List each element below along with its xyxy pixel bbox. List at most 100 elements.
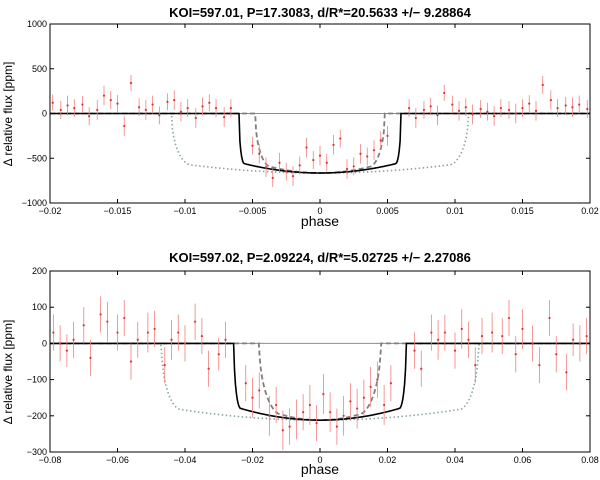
model-curve-solid xyxy=(50,112,590,174)
data-point xyxy=(325,153,328,172)
data-point xyxy=(467,321,470,358)
data-point xyxy=(183,325,187,362)
data-point xyxy=(59,325,62,362)
plot-frame xyxy=(49,23,591,204)
data-point xyxy=(453,332,457,369)
data-point xyxy=(194,108,197,128)
data-point xyxy=(491,312,494,353)
x-axis-label: phase xyxy=(301,461,339,477)
y-tick-label: −200 xyxy=(27,411,47,421)
data-point xyxy=(72,321,75,358)
data-point xyxy=(528,95,531,113)
data-point xyxy=(578,95,581,114)
data-point xyxy=(471,104,474,125)
data-point xyxy=(177,314,180,351)
data-point xyxy=(194,303,197,340)
data-point xyxy=(555,336,558,373)
data-point xyxy=(73,99,76,118)
data-point xyxy=(372,140,376,161)
data-point xyxy=(586,100,589,118)
data-point xyxy=(102,85,106,106)
data-point xyxy=(229,99,232,118)
y-tick-label: −500 xyxy=(27,153,47,163)
data-point xyxy=(531,325,534,362)
panel-koi-597-01: KOI=597.01, P=17.3083, d/R*=20.5633 +/− … xyxy=(1,5,599,229)
data-point xyxy=(258,143,261,164)
y-tick-label: 1000 xyxy=(27,19,47,29)
data-point xyxy=(538,347,541,384)
data-point xyxy=(414,108,417,128)
data-point xyxy=(345,159,349,179)
x-tick-label: −0.04 xyxy=(174,455,197,465)
data-point xyxy=(138,98,141,117)
y-tick-label: −100 xyxy=(27,375,47,385)
plot-frame xyxy=(49,270,591,453)
data-point xyxy=(89,339,92,376)
x-tick-label: −0.01 xyxy=(174,206,197,216)
data-point xyxy=(116,314,119,351)
panel-koi-597-02: KOI=597.02, P=2.09224, d/R*=5.02725 +/− … xyxy=(1,250,599,477)
y-tick-label: 0 xyxy=(42,109,47,119)
data-point xyxy=(264,157,268,178)
data-point xyxy=(288,408,291,445)
data-point xyxy=(352,157,355,176)
x-tick-label: 0.01 xyxy=(446,206,464,216)
x-axis-label: phase xyxy=(301,213,339,229)
data-point xyxy=(146,312,149,353)
data-point xyxy=(116,95,119,113)
data-point xyxy=(186,99,189,118)
data-point xyxy=(521,309,524,349)
data-point xyxy=(308,385,311,425)
data-point xyxy=(173,90,176,110)
data-point xyxy=(572,323,575,357)
model-curves xyxy=(50,342,590,422)
data-point xyxy=(422,100,426,119)
data-point xyxy=(208,94,211,112)
data-point xyxy=(295,399,298,440)
data-point xyxy=(153,310,156,348)
data-point xyxy=(51,94,54,111)
data-point xyxy=(479,100,482,118)
data-point xyxy=(88,107,91,126)
x-tick-label: −0.02 xyxy=(39,206,62,216)
data-point xyxy=(565,354,568,391)
data-point xyxy=(499,99,502,118)
data-point xyxy=(585,318,588,355)
data-point xyxy=(59,100,62,119)
data-point xyxy=(379,131,382,150)
data-point xyxy=(81,96,84,114)
data-point xyxy=(349,383,352,420)
data-point xyxy=(564,96,567,114)
data-point xyxy=(541,75,544,94)
x-tick-label: 0.005 xyxy=(376,206,399,216)
data-point xyxy=(436,105,439,126)
data-point xyxy=(66,95,69,116)
data-point xyxy=(501,318,504,355)
data-point xyxy=(362,379,365,416)
data-point xyxy=(268,395,271,436)
data-point xyxy=(291,166,295,186)
data-point xyxy=(369,366,372,407)
data-point xyxy=(278,152,281,173)
data-point xyxy=(302,394,305,431)
data-point xyxy=(521,99,524,118)
x-tick-label: −0.08 xyxy=(39,455,62,465)
data-point xyxy=(166,93,169,111)
data-point xyxy=(129,343,133,380)
x-tick-label: 0.02 xyxy=(379,455,397,465)
data-point xyxy=(82,307,85,344)
x-tick-label: 0.04 xyxy=(446,455,464,465)
data-point xyxy=(514,103,517,124)
panel-title: KOI=597.01, P=17.3083, d/R*=20.5633 +/− … xyxy=(169,5,472,20)
model-curves xyxy=(50,112,590,174)
data-point xyxy=(457,100,461,121)
data-points xyxy=(52,296,588,451)
data-point xyxy=(571,97,574,118)
data-point xyxy=(158,106,161,125)
data-point xyxy=(383,385,386,425)
data-point xyxy=(170,319,173,360)
data-point xyxy=(207,350,210,387)
data-point xyxy=(163,347,166,384)
x-tick-label: −0.06 xyxy=(106,455,129,465)
